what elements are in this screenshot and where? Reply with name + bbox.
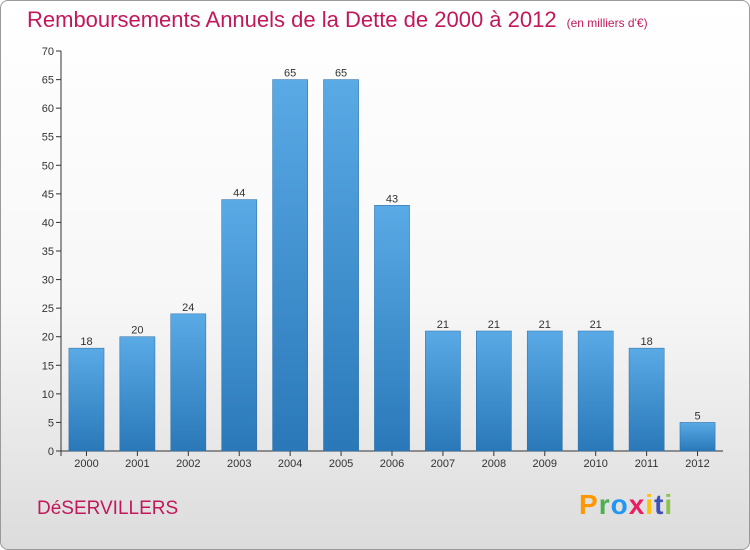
x-tick-label: 2010	[583, 458, 607, 470]
x-tick-label: 2003	[227, 458, 251, 470]
bar-2012	[679, 422, 716, 452]
y-tick-label: 60	[42, 103, 54, 115]
data-label-2003: 44	[233, 188, 245, 200]
y-tick-label: 50	[42, 160, 54, 172]
x-tick-label: 2012	[685, 458, 709, 470]
chart-subtitle: (en milliers d'€)	[566, 16, 648, 30]
bar-2009	[526, 330, 563, 452]
x-tick-label: 2009	[533, 458, 557, 470]
x-tick-label: 2005	[329, 458, 353, 470]
chart-bars	[68, 79, 716, 452]
bar-2006	[374, 205, 410, 452]
y-tick-label: 70	[42, 46, 54, 58]
bar-2000	[68, 347, 105, 452]
y-tick-label: 5	[48, 417, 54, 429]
data-label-2009: 21	[539, 319, 551, 331]
y-tick-label: 65	[42, 75, 54, 87]
y-tick-label: 10	[42, 389, 54, 401]
bar-2011	[628, 347, 665, 452]
chart-title-text: Remboursements Annuels de la Dette de 20…	[27, 7, 557, 32]
data-label-2001: 20	[131, 325, 143, 337]
data-label-2002: 24	[182, 302, 194, 314]
chart-title: Remboursements Annuels de la Dette de 20…	[27, 7, 648, 33]
x-tick-label: 2001	[125, 458, 149, 470]
town-name: DéSERVILLERS	[37, 498, 179, 519]
data-label-2011: 18	[640, 336, 652, 348]
data-label-2000: 18	[80, 336, 92, 348]
data-label-2012: 5	[694, 410, 700, 422]
chart-labels: 2000 18 2001 20 2002 24 2003 44 2004 65 2005 65 2006…	[74, 68, 710, 470]
bar-2004	[272, 79, 308, 452]
bar-2003	[221, 199, 258, 452]
x-tick-label: 2000	[74, 458, 98, 470]
x-tick-label: 2004	[278, 458, 302, 470]
x-tick-label: 2011	[635, 458, 659, 470]
x-tick-label: 2007	[431, 458, 455, 470]
y-tick-label: 15	[42, 360, 54, 372]
y-tick-label: 45	[42, 189, 54, 201]
y-tick-label: 20	[42, 332, 54, 344]
bar-2008	[476, 330, 512, 452]
y-tick-label: 40	[42, 217, 54, 229]
y-tick-label: 35	[42, 246, 54, 258]
data-label-2004: 65	[284, 68, 296, 80]
bar-2007	[425, 330, 461, 452]
data-label-2006: 43	[386, 193, 398, 205]
data-label-2007: 21	[437, 319, 449, 331]
data-label-2008: 21	[488, 319, 500, 331]
x-tick-label: 2006	[380, 458, 404, 470]
proxiti-logo: Proxiti	[579, 489, 674, 520]
bar-2002	[170, 313, 207, 452]
data-label-2005: 65	[335, 68, 347, 80]
bar-2001	[119, 336, 156, 452]
y-tick-label: 0	[48, 446, 54, 458]
bar-2010	[577, 330, 614, 452]
bar-2005	[323, 79, 359, 452]
y-tick-label: 30	[42, 275, 54, 287]
y-tick-label: 55	[42, 132, 54, 144]
data-label-2010: 21	[590, 319, 602, 331]
y-tick-label: 25	[42, 303, 54, 315]
x-tick-label: 2008	[482, 458, 506, 470]
x-tick-label: 2002	[176, 458, 200, 470]
